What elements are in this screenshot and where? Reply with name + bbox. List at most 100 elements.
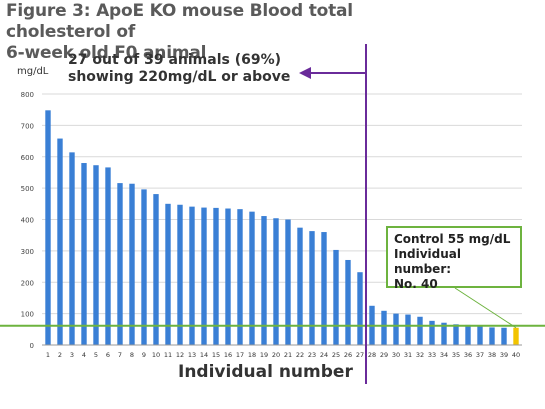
x-tick-label: 38 (488, 351, 496, 359)
x-tick-label: 37 (476, 351, 484, 359)
x-tick-label: 15 (212, 351, 220, 359)
x-tick-label: 8 (130, 351, 134, 359)
control-callout-box: Control 55 mg/dL Individual number: No. … (386, 226, 522, 291)
y-tick-label: 700 (21, 122, 34, 130)
x-tick-label: 31 (404, 351, 412, 359)
x-tick-label: 40 (512, 351, 520, 359)
x-tick-label: 13 (188, 351, 196, 359)
x-tick-label: 24 (320, 351, 328, 359)
x-tick-label: 14 (200, 351, 208, 359)
x-tick-label: 9 (142, 351, 146, 359)
y-tick-label: 300 (21, 248, 34, 256)
x-axis-title: Individual number (178, 362, 353, 382)
bar (249, 211, 255, 345)
x-tick-label: 10 (152, 351, 160, 359)
x-tick-label: 12 (176, 351, 184, 359)
y-tick-label: 200 (21, 279, 34, 287)
bar (513, 327, 519, 345)
bar (141, 189, 147, 345)
y-tick-label: 800 (21, 91, 34, 99)
x-tick-label: 18 (248, 351, 256, 359)
x-tick-label: 17 (236, 351, 244, 359)
bar (57, 138, 63, 345)
bar (273, 218, 279, 345)
y-tick-label: 600 (21, 154, 34, 162)
y-tick-label: 0 (30, 342, 34, 350)
x-tick-label: 2 (58, 351, 62, 359)
bar (153, 194, 159, 345)
annotation-text: 27 out of 39 animals (69%) showing 220mg… (68, 52, 290, 86)
x-tick-label: 36 (464, 351, 472, 359)
y-tick-label: 100 (21, 311, 34, 319)
bar (189, 206, 195, 345)
bar (381, 310, 387, 345)
bar (333, 249, 339, 345)
x-tick-label: 39 (500, 351, 508, 359)
bar (237, 209, 243, 345)
bar (405, 314, 411, 345)
x-tick-label: 1 (46, 351, 50, 359)
bar (453, 324, 459, 345)
x-tick-label: 33 (428, 351, 436, 359)
x-tick-label: 21 (284, 351, 292, 359)
x-tick-label: 7 (118, 351, 122, 359)
bar (105, 167, 111, 345)
x-tick-label: 4 (82, 351, 86, 359)
y-axis-unit: mg/dL (17, 66, 49, 77)
bar (297, 227, 303, 345)
bar (213, 207, 219, 345)
bar (285, 219, 291, 345)
y-tick-label: 400 (21, 217, 34, 225)
x-tick-label: 27 (356, 351, 364, 359)
x-tick-label: 23 (308, 351, 316, 359)
control-callout-line-3: No. 40 (394, 277, 438, 291)
x-tick-label: 20 (272, 351, 280, 359)
annotation-arrow-head (299, 67, 311, 79)
bar (309, 231, 315, 345)
bar (477, 326, 483, 345)
chart-title: Figure 3: ApoE KO mouse Blood total chol… (6, 1, 426, 64)
bar (441, 322, 447, 345)
x-tick-label: 32 (416, 351, 424, 359)
bar (165, 203, 171, 345)
bar (357, 272, 363, 345)
bar (69, 152, 75, 345)
bar (429, 320, 435, 345)
bar (345, 259, 351, 345)
x-tick-label: 30 (392, 351, 400, 359)
title-line-1: Figure 3: ApoE KO mouse Blood total chol… (6, 1, 353, 42)
x-tick-label: 25 (332, 351, 340, 359)
bar (417, 316, 423, 345)
x-tick-label: 16 (224, 351, 232, 359)
bar (321, 232, 327, 345)
x-tick-label: 26 (344, 351, 352, 359)
x-tick-label: 28 (368, 351, 376, 359)
x-tick-label: 3 (70, 351, 74, 359)
bar (129, 183, 135, 345)
bar (45, 110, 51, 345)
x-tick-label: 11 (164, 351, 172, 359)
bar (225, 208, 231, 345)
bar (393, 313, 399, 345)
x-tick-label: 34 (440, 351, 448, 359)
callout-pointer (454, 287, 517, 329)
y-tick-label: 500 (21, 185, 34, 193)
bar (177, 204, 183, 345)
x-tick-label: 6 (106, 351, 110, 359)
bar (501, 327, 507, 345)
x-tick-label: 29 (380, 351, 388, 359)
annotation-line-2: showing 220mg/dL or above (68, 69, 291, 85)
control-callout-line-2: Individual number: (394, 247, 461, 276)
x-tick-label: 35 (452, 351, 460, 359)
control-callout-line-1: Control 55 mg/dL (394, 232, 511, 246)
bar (93, 165, 99, 345)
bar (81, 163, 87, 345)
annotation-line-1: 27 out of 39 animals (69%) (68, 52, 282, 68)
x-tick-label: 22 (296, 351, 304, 359)
x-tick-label: 19 (260, 351, 268, 359)
title-line-2: 6-week old F0 animal (6, 43, 207, 63)
x-tick-label: 5 (94, 351, 98, 359)
bar (489, 327, 495, 345)
bar (201, 207, 207, 345)
